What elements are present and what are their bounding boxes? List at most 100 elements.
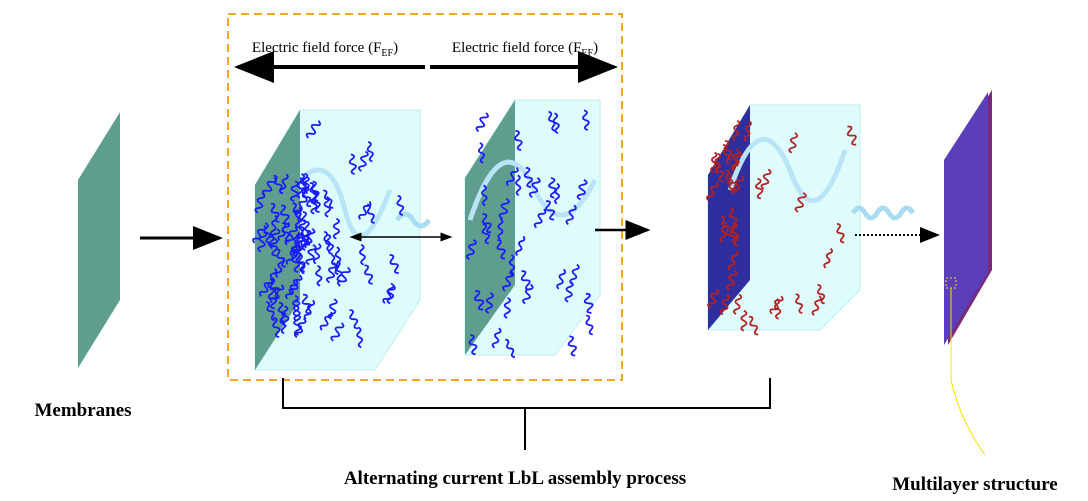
polymer-chain — [468, 334, 478, 356]
polymer-chain — [528, 177, 541, 198]
polymer-chain — [503, 297, 512, 319]
polymer-chain — [301, 187, 312, 208]
polymer-chain — [481, 223, 490, 245]
polymer-chain — [473, 290, 485, 311]
polymer-chain — [396, 194, 405, 216]
polymer-chain — [707, 288, 720, 309]
force-label: Electric field force (FEF) — [252, 40, 398, 59]
polymer-chain — [319, 311, 334, 331]
polymer-chain — [293, 196, 308, 216]
polymer-chain — [514, 129, 523, 151]
plate — [944, 92, 988, 345]
polymer-chain — [305, 120, 321, 139]
polymer-chain — [315, 265, 323, 287]
bracket — [282, 378, 771, 450]
polymer-chain — [279, 173, 289, 195]
dashed-box — [227, 13, 623, 381]
polymer-chain — [382, 284, 396, 304]
polymer-chain — [769, 295, 784, 315]
polymer-chain — [732, 293, 743, 315]
polymer-chain — [301, 175, 310, 198]
process-label: Alternating current LbL assembly process — [344, 468, 686, 489]
polymer-chain — [475, 112, 489, 133]
polymer-chain — [502, 271, 515, 292]
polymer-chain — [508, 254, 516, 276]
wave — [298, 167, 393, 239]
polymer-chain — [817, 283, 826, 305]
polymer-chain — [327, 298, 338, 320]
polymer-chain — [485, 292, 494, 314]
membrane — [255, 110, 300, 370]
polymer-chain — [336, 266, 351, 287]
polymer-chain — [505, 166, 519, 187]
polymer-chain — [481, 213, 492, 234]
polymer-chain — [263, 222, 271, 244]
polymer-chain — [743, 120, 752, 142]
polymer-chain — [323, 189, 334, 209]
polymer-chain — [567, 335, 577, 357]
polymer-chain — [389, 254, 399, 274]
polymer-chain — [293, 317, 307, 338]
polymer-chain — [556, 268, 567, 290]
polymer-chain — [281, 222, 290, 243]
polymer-chain — [292, 202, 302, 223]
polymer-chain — [719, 294, 731, 316]
multilayer-label: Multilayer structure — [892, 474, 1058, 495]
membrane — [78, 112, 120, 368]
polymer-chain — [710, 151, 718, 173]
polymer-chain — [548, 110, 556, 132]
polymer-chain — [285, 245, 298, 265]
polymer-chain — [267, 288, 278, 310]
polymer-chain — [325, 262, 338, 284]
polymer-chain — [496, 239, 506, 260]
polymer-chain — [303, 299, 316, 320]
polymer-chain — [520, 270, 531, 291]
polymer-chain — [281, 305, 290, 327]
polymer-chain — [301, 293, 312, 315]
polymer-chain — [280, 204, 290, 225]
polymer-chain — [583, 292, 594, 314]
polymer-chain — [272, 316, 281, 338]
polymer-chain — [291, 251, 301, 273]
polymer-chain — [478, 142, 486, 164]
polymer-chain — [386, 282, 395, 305]
polymer-chain — [289, 180, 300, 203]
polymer-chain — [725, 269, 738, 291]
polymer-chain — [334, 260, 343, 282]
polymer-chain — [726, 173, 738, 193]
polymer-chain — [721, 215, 730, 236]
polymer-chain — [548, 177, 558, 199]
polymer-chain — [795, 293, 803, 314]
polymer-chain — [564, 281, 574, 303]
polymer-chain — [722, 143, 731, 165]
wave — [850, 205, 916, 221]
polymer-chain — [358, 150, 369, 172]
polymer-chain — [465, 238, 477, 261]
polymer-chain — [288, 274, 303, 295]
polymer-chain — [552, 112, 560, 134]
polymer-chain — [269, 228, 281, 250]
force-label: Electric field force (FEF) — [452, 40, 598, 59]
polymer-chain — [359, 243, 366, 266]
zoom-line — [950, 288, 986, 456]
polymer-chain — [515, 235, 526, 257]
polymer-chain — [565, 204, 577, 226]
polymer-chain — [794, 191, 807, 213]
polymer-chain — [364, 264, 374, 285]
polymer-chain — [292, 235, 304, 257]
polymer-chain — [836, 223, 845, 244]
polymer-chain — [498, 198, 510, 220]
polymer-chain — [366, 141, 374, 163]
polymer-chain — [366, 203, 375, 224]
polymer-chain — [505, 338, 516, 359]
polymer-chain — [299, 226, 311, 246]
polymer-chain — [334, 246, 342, 268]
polymer-chain — [330, 322, 345, 342]
polymer-chain — [545, 200, 556, 221]
polymer-chain — [252, 224, 267, 244]
membranes-label: Membranes — [34, 400, 131, 421]
polymer-chain — [732, 119, 741, 142]
polymer-chain — [730, 222, 740, 244]
polymer-chain — [270, 214, 278, 237]
